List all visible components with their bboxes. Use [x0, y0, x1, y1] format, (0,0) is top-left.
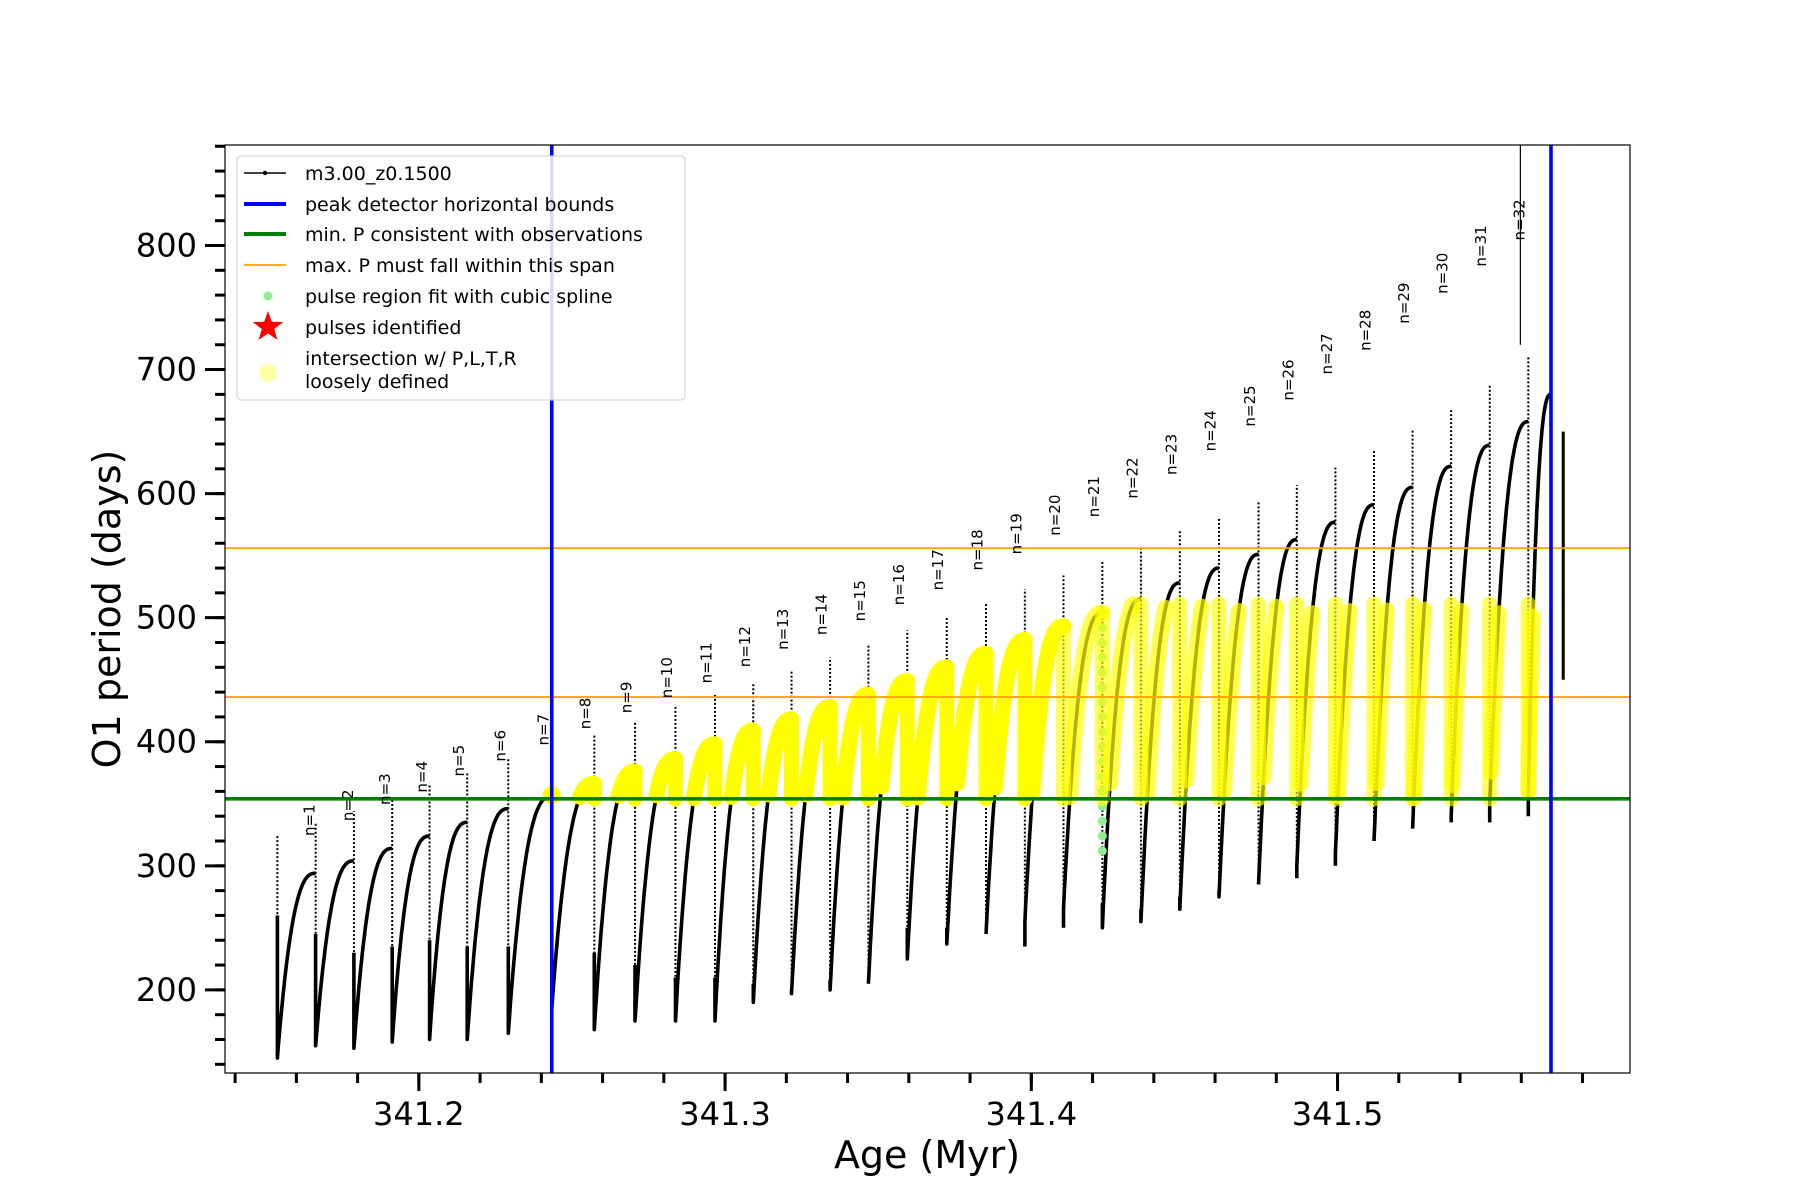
y-tick-label: 600	[136, 475, 197, 513]
model-cycle-line	[352, 846, 393, 1050]
period-threshold-layer	[225, 547, 1630, 801]
y-tick-label: 400	[136, 723, 197, 761]
legend-entry-spline: pulse region fit with cubic spline	[263, 286, 613, 308]
legend-label-intersection: intersection w/ P,L,T,R	[305, 348, 517, 370]
model-cycle-line	[275, 871, 317, 1060]
pulse-label: n=13	[774, 609, 792, 650]
pulse-label: n=26	[1279, 359, 1297, 400]
pulse-label: n=2	[339, 789, 357, 821]
x-axis-label: Age (Myr)	[834, 1133, 1020, 1177]
legend-frame	[236, 155, 686, 401]
pulse-label: n=9	[618, 682, 636, 714]
spline-fit-point	[1097, 831, 1107, 841]
pulse-label: n=21	[1085, 476, 1103, 517]
legend-entry-maxp: max. P must fall within this span	[244, 255, 615, 277]
legend-entry-bounds: peak detector horizontal bounds	[244, 194, 614, 216]
y-tick-label: 500	[136, 599, 197, 637]
intersection-band	[1102, 596, 1142, 792]
intersection-band	[1216, 602, 1247, 799]
pulse-label: n=4	[413, 761, 431, 793]
pulse-label: n=29	[1395, 283, 1413, 324]
pulse-label: n=6	[492, 730, 510, 762]
y-axis-label: O1 period (days)	[85, 450, 129, 769]
y-tick-label: 300	[136, 847, 197, 885]
pulse-label: n=18	[968, 529, 986, 570]
intersection-band	[1139, 599, 1174, 802]
legend: m3.00_z0.1500 peak detector horizontal b…	[236, 155, 686, 401]
spline-fit-point	[1097, 846, 1107, 856]
pulse-label: n=25	[1241, 385, 1259, 426]
y-axis-ticks: 200 300 400 500 600 700 800	[136, 144, 225, 1066]
pulse-label: n=27	[1318, 333, 1336, 374]
model-cycle-line	[390, 834, 431, 1044]
pulse-label: n=20	[1046, 495, 1064, 536]
pulse-label: n=17	[929, 549, 947, 590]
model-cycle-line	[313, 859, 355, 1048]
pulse-label-layer: n=1 n=2 n=3 n=4 n=5 n=6 n=7 n=8 n=9 n=10 n=11 n=12 n…	[301, 199, 1529, 836]
pulse-label: n=8	[577, 698, 595, 730]
legend-label-maxp: max. P must fall within this span	[305, 255, 615, 277]
pulse-label: n=32	[1511, 199, 1529, 240]
legend-label-bounds: peak detector horizontal bounds	[305, 194, 614, 216]
model-cycle-line	[427, 820, 469, 1042]
pulse-label: n=24	[1201, 410, 1219, 451]
legend-label-intersection-2: loosely defined	[305, 371, 449, 393]
pulse-label: n=14	[812, 594, 830, 635]
legend-label-spline: pulse region fit with cubic spline	[305, 286, 613, 308]
x-tick-label: 341.4	[986, 1095, 1078, 1133]
legend-entry-model: m3.00_z0.1500	[244, 163, 452, 185]
legend-model-marker	[262, 170, 268, 176]
pulse-label: n=30	[1434, 253, 1452, 294]
pulse-label: n=7	[534, 714, 552, 746]
legend-label-pulses: pulses identified	[305, 317, 461, 339]
model-cycle-line	[465, 806, 509, 1042]
x-tick-label: 341.5	[1292, 1095, 1384, 1133]
pulse-label: n=5	[450, 745, 468, 777]
intersection-layer	[542, 596, 1541, 807]
pulse-label: n=31	[1472, 225, 1490, 266]
pulse-label: n=1	[301, 804, 319, 836]
pulse-label: n=28	[1356, 310, 1374, 351]
spline-fit-point	[1097, 816, 1107, 826]
pulse-label: n=23	[1163, 434, 1181, 475]
legend-spline-marker	[263, 291, 273, 301]
y-tick-label: 700	[136, 351, 197, 389]
legend-intersection-marker	[259, 364, 277, 382]
pulse-label: n=3	[376, 773, 394, 805]
pulse-label: n=22	[1124, 457, 1142, 498]
legend-pulses-star-icon	[252, 311, 284, 340]
pulse-label: n=11	[698, 642, 716, 683]
legend-entry-pulses: pulses identified	[252, 311, 461, 340]
y-tick-label: 800	[136, 226, 197, 264]
x-axis-ticks: 341.2 341.3 341.4 341.5	[233, 1073, 1585, 1133]
plot-frame	[224, 144, 1631, 1074]
legend-label-model: m3.00_z0.1500	[305, 163, 452, 185]
y-tick-label: 200	[136, 971, 197, 1009]
intersection-band	[1178, 598, 1210, 789]
pulse-label: n=12	[736, 626, 754, 667]
x-tick-label: 341.3	[679, 1095, 771, 1133]
pulse-label: n=15	[851, 580, 869, 621]
legend-entry-intersection: intersection w/ P,L,T,R loosely defined	[259, 348, 517, 393]
pulse-label: n=10	[658, 657, 676, 698]
pulse-label: n=19	[1008, 513, 1026, 554]
pulse-label: n=16	[890, 564, 908, 605]
x-tick-label: 341.2	[373, 1095, 465, 1133]
legend-label-minp: min. P consistent with observations	[305, 224, 643, 246]
legend-entry-minp: min. P consistent with observations	[244, 224, 643, 246]
